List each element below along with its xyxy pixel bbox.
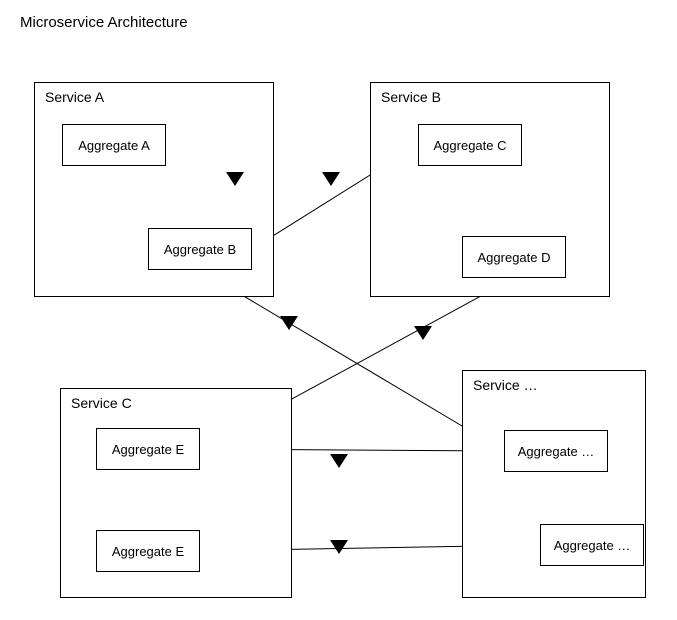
aggregate-node: Aggregate B	[148, 228, 252, 270]
service-label: Service C	[71, 395, 132, 411]
service-label: Service …	[473, 377, 538, 393]
section-marker-icon	[414, 326, 432, 340]
service-label: Service B	[381, 89, 441, 105]
aggregate-node: Aggregate D	[462, 236, 566, 278]
aggregate-node: Aggregate E	[96, 428, 200, 470]
section-marker-icon	[330, 454, 348, 468]
section-marker-icon	[322, 172, 340, 186]
service-label: Service A	[45, 89, 104, 105]
aggregate-node: Aggregate A	[62, 124, 166, 166]
section-marker-icon	[330, 540, 348, 554]
section-marker-icon	[280, 316, 298, 330]
section-marker-icon	[226, 172, 244, 186]
diagram-title: Microservice Architecture	[20, 14, 188, 31]
aggregate-node: Aggregate E	[96, 530, 200, 572]
aggregate-node: Aggregate C	[418, 124, 522, 166]
aggregate-node: Aggregate …	[540, 524, 644, 566]
aggregate-node: Aggregate …	[504, 430, 608, 472]
